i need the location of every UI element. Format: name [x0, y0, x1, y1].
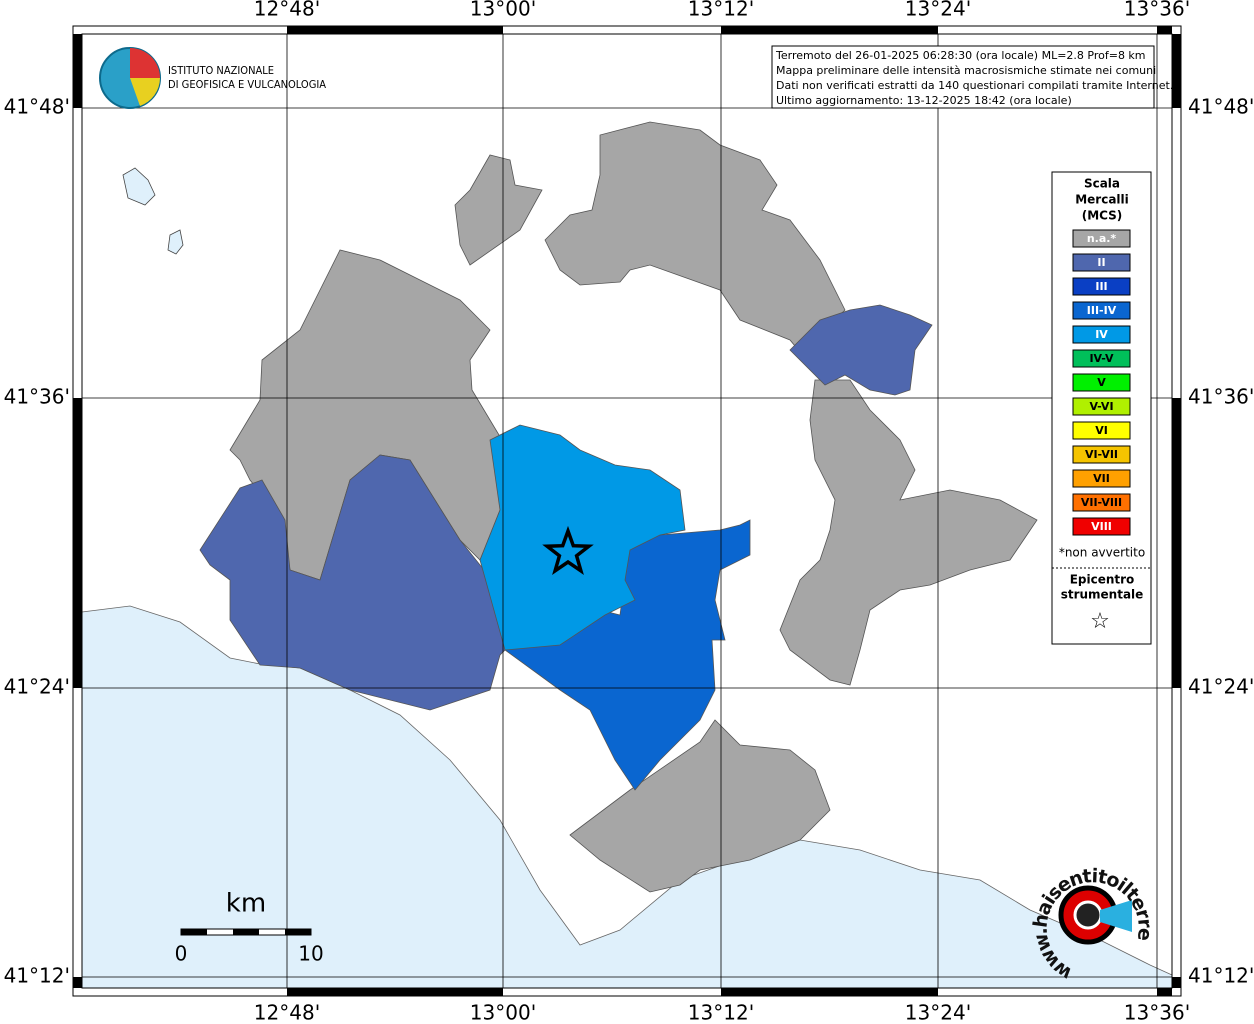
municipality: [454, 154, 543, 266]
logo-text: ISTITUTO NAZIONALE: [168, 64, 274, 77]
frame-bar: [1172, 34, 1181, 108]
lake: [167, 229, 184, 255]
legend-swatch: [1072, 373, 1131, 392]
legend-title: (MCS): [1082, 209, 1123, 223]
legend-label: n.a.*: [1087, 232, 1117, 245]
epicenter: [542, 525, 594, 575]
scale-unit: km: [226, 889, 266, 919]
legend-label: IV-V: [1089, 352, 1114, 365]
longitude-label: 13°36': [1124, 1001, 1190, 1024]
info-line: Dati non verificati estratti da 140 ques…: [776, 79, 1173, 92]
latitude-label: 41°12': [4, 964, 70, 988]
legend-label: VII-VIII: [1081, 496, 1122, 509]
municipality: [789, 304, 933, 396]
latitude-label: 41°24': [4, 675, 70, 699]
scale-bar: [285, 929, 311, 935]
frame-bar: [721, 988, 938, 996]
longitude-label: 13°24': [905, 0, 971, 21]
logo-globe: [130, 48, 160, 78]
longitude-label: 12°48': [254, 0, 320, 21]
latitude-label: 41°48': [1188, 95, 1254, 119]
frame-bar: [1157, 26, 1172, 34]
info-line: Terremoto del 26-01-2025 06:28:30 (ora l…: [775, 49, 1146, 62]
latitude-label: 41°48': [4, 95, 70, 119]
legend-label: V: [1097, 376, 1106, 389]
legend-swatch: [1072, 325, 1131, 344]
legend-label: V-VI: [1089, 400, 1113, 413]
frame-bar: [721, 26, 938, 34]
legend-swatch: [1072, 397, 1131, 416]
legend-swatch: [1072, 349, 1131, 368]
latitude-label: 41°24': [1188, 675, 1254, 699]
info-box: [771, 45, 1155, 109]
latitude-label: 41°36': [1188, 385, 1254, 409]
longitude-label: 13°00': [470, 0, 536, 21]
legend-swatch: [1072, 493, 1131, 512]
scale-bar: [181, 929, 207, 935]
longitude-label: 13°24': [905, 1001, 971, 1024]
legend-epicenter-symbol: ☆: [1090, 609, 1110, 634]
municipality: [544, 121, 846, 353]
legend-label: VII: [1093, 472, 1110, 485]
legend-note: *non avvertito: [1059, 546, 1145, 560]
longitude-label: 13°12': [688, 1001, 754, 1024]
legend-swatch: [1072, 277, 1131, 296]
legend-label: VI: [1095, 424, 1108, 437]
longitude-label: 13°00': [470, 1001, 536, 1024]
logo-text: DI GEOFISICA E VULCANOLOGIA: [168, 78, 326, 91]
legend-label: VI-VII: [1085, 448, 1118, 461]
legend-label: III-IV: [1087, 304, 1117, 317]
legend-title: Scala: [1084, 177, 1120, 191]
longitude-label: 13°12': [688, 0, 754, 21]
scale-label: 0: [175, 942, 188, 966]
municipality: [779, 379, 1038, 686]
legend-swatch: [1072, 445, 1131, 464]
legend-label: VIII: [1091, 520, 1112, 533]
legend-epicenter: strumentale: [1061, 588, 1144, 602]
legend-epicenter: Epicentro: [1070, 573, 1135, 587]
longitude-label: 12°48': [254, 1001, 320, 1024]
legend-title: Mercalli: [1075, 193, 1129, 207]
legend-label: II: [1097, 256, 1105, 269]
frame-bar: [1172, 398, 1181, 688]
municipality: [569, 719, 831, 893]
frame-bar: [287, 26, 503, 34]
legend-swatch: [1072, 253, 1131, 272]
longitude-label: 13°36': [1124, 0, 1190, 21]
municipality: [479, 424, 686, 651]
frame-bar: [287, 988, 503, 996]
legend-label: III: [1095, 280, 1107, 293]
watermark-logo: [1100, 900, 1132, 932]
info-line: Mappa preliminare delle intensità macros…: [776, 64, 1156, 77]
lake: [122, 167, 156, 206]
info-line: Ultimo aggiornamento: 13-12-2025 18:42 (…: [776, 94, 1072, 107]
legend-swatch: [1072, 301, 1131, 320]
legend-swatch: [1072, 421, 1131, 440]
frame-bar: [73, 398, 82, 688]
legend-swatch: [1072, 517, 1131, 536]
legend-swatch: [1072, 229, 1131, 248]
frame-bar: [1157, 988, 1172, 996]
logo-globe: [130, 78, 160, 106]
latitude-label: 41°12': [1188, 964, 1254, 988]
legend-label: IV: [1095, 328, 1108, 341]
watermark-logo: [1073, 900, 1103, 930]
legend-swatch: [1072, 469, 1131, 488]
frame-bar: [73, 977, 82, 988]
frame-bar: [73, 34, 82, 108]
scale-label: 10: [298, 942, 323, 966]
frame-bar: [1172, 977, 1181, 988]
scale-bar: [233, 929, 259, 935]
latitude-label: 41°36': [4, 385, 70, 409]
